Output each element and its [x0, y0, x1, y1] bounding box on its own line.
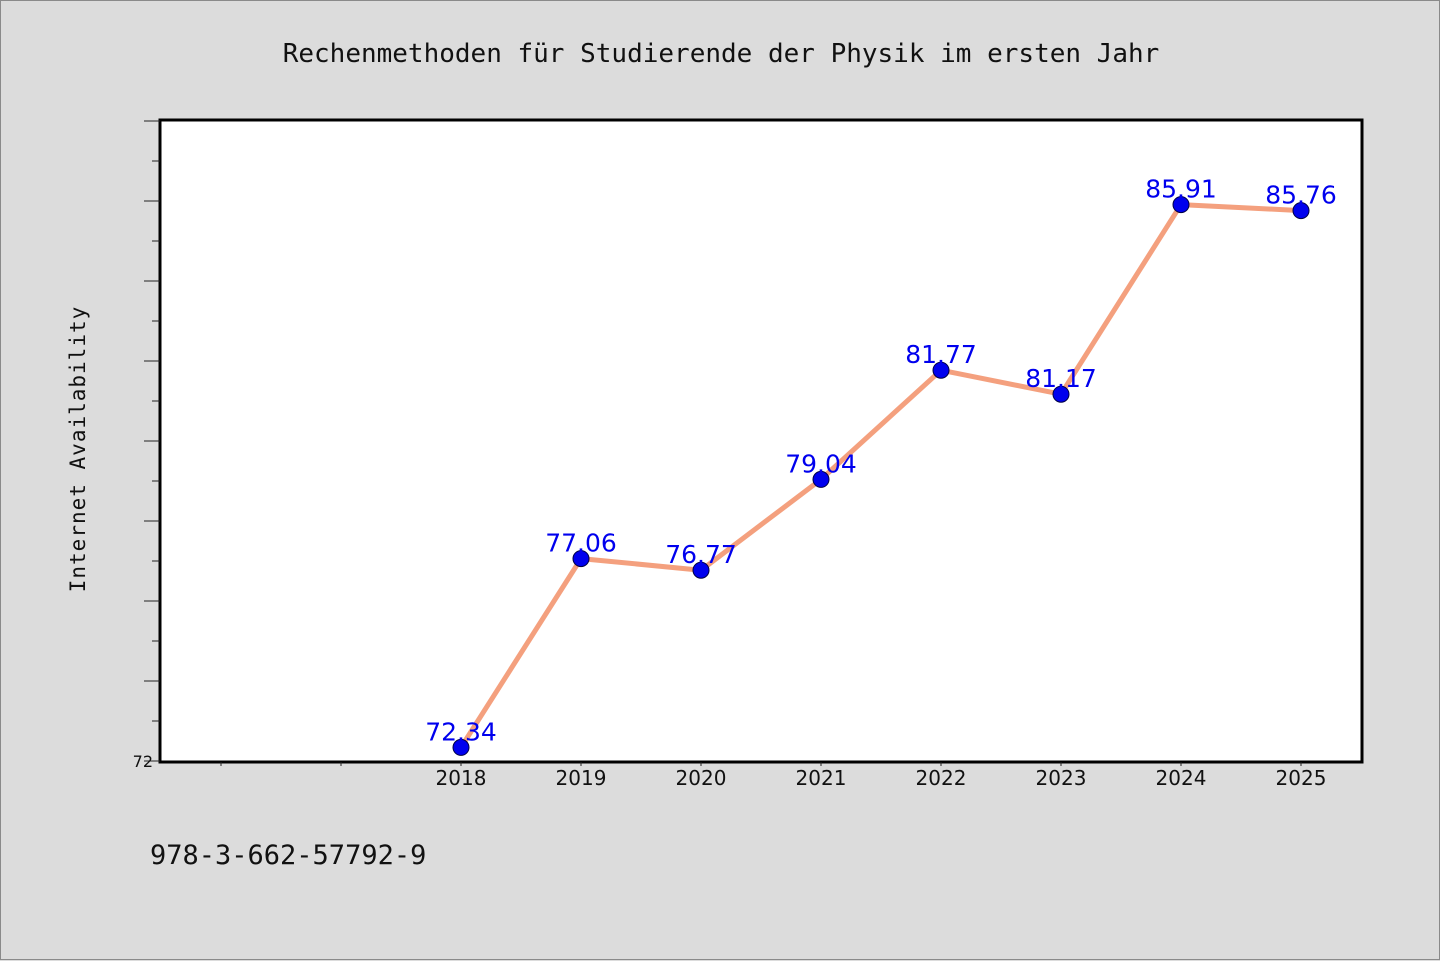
x-tick-label: 2025 [1276, 766, 1327, 790]
x-tick-label: 2018 [436, 766, 487, 790]
data-point [1172, 196, 1190, 214]
data-label: 85.91 [1145, 175, 1217, 204]
x-tick-label: 2022 [916, 766, 967, 790]
series-line [458, 202, 1304, 750]
x-tick-label: 2019 [556, 766, 607, 790]
data-point [572, 550, 590, 568]
data-point [692, 561, 710, 579]
data-point [452, 738, 470, 756]
data-label-layer: 72.34 77.06 76.77 79.04 81.77 81.17 85.91 85.76 [425, 175, 1337, 747]
isbn-text: 978-3-662-57792-9 [150, 840, 426, 871]
data-label: 76.77 [665, 540, 737, 569]
y-tick-label: 72 [133, 752, 153, 771]
data-label: 85.76 [1265, 181, 1337, 210]
data-point [932, 361, 950, 379]
x-tick-label: 2020 [676, 766, 727, 790]
data-point [812, 470, 830, 488]
y-axis-ticks: 72 [133, 120, 160, 771]
data-point [1292, 202, 1310, 220]
data-label: 81.17 [1025, 364, 1097, 393]
plot-area [158, 118, 1364, 764]
chart-title: Rechenmethoden für Studierende der Physi… [283, 39, 1160, 69]
data-label: 72.34 [425, 717, 497, 746]
x-tick-label: 2023 [1036, 766, 1087, 790]
data-label: 81.77 [905, 340, 977, 369]
x-tick-label: 2024 [1156, 766, 1207, 790]
data-label: 79.04 [785, 449, 857, 478]
y-axis-label: Internet Availability [66, 306, 90, 593]
x-tick-label: 2021 [796, 766, 847, 790]
x-axis-ticks: 2018 2019 2020 2021 2022 2023 2024 2025 [220, 762, 1327, 790]
data-label: 77.06 [545, 529, 617, 558]
data-point [1052, 385, 1070, 403]
series-layer [452, 196, 1310, 756]
